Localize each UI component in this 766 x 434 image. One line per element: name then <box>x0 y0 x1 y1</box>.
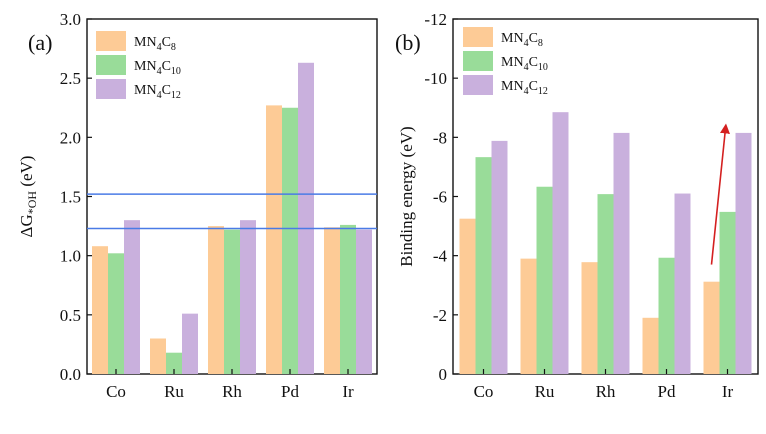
bar-a-rh-mn4c10 <box>224 229 240 374</box>
bar-a-co-mn4c8 <box>92 246 108 374</box>
bar-b-ru-mn4c8 <box>520 258 537 374</box>
legend-swatch <box>96 79 126 99</box>
x-tick-label: Ru <box>535 382 555 401</box>
y-axis-title: ΔG*OH (eV) <box>17 156 39 238</box>
y-tick-label: 0.5 <box>60 306 81 325</box>
y-tick-label: -4 <box>433 247 448 266</box>
y-tick-label: 3.0 <box>60 10 81 29</box>
bar-b-rh-mn4c8 <box>581 262 598 374</box>
y-tick-label: -8 <box>433 128 447 147</box>
x-tick-label: Pd <box>658 382 676 401</box>
legend-label: MN4C10 <box>134 59 181 77</box>
panel-b: 0 -2 -4 -6 -8 -10 -12 Co Ru Rh Pd Ir Binding energy … <box>395 10 759 401</box>
x-tick-label: Co <box>474 382 494 401</box>
bar-a-rh-mn4c8 <box>208 226 224 374</box>
y-axis-title: Binding energy (eV) <box>397 126 416 266</box>
bar-a-rh-mn4c12 <box>240 220 256 374</box>
legend-swatch <box>463 51 493 71</box>
x-tick-label: Co <box>106 382 126 401</box>
bar-b-ir-mn4c8 <box>703 281 720 374</box>
x-tick-label: Ru <box>164 382 184 401</box>
legend-label: MN4C8 <box>134 35 176 53</box>
bar-b-co-mn4c10 <box>475 157 492 374</box>
y-tick-label: 2.0 <box>60 128 81 147</box>
bar-a-ir-mn4c12 <box>356 229 372 374</box>
bar-a-pd-mn4c12 <box>298 62 314 375</box>
bar-a-co-mn4c10 <box>108 253 124 374</box>
legend-swatch <box>463 27 493 47</box>
y-tick-label: -6 <box>433 188 447 207</box>
bar-b-ru-mn4c12 <box>552 112 569 374</box>
legend-label: MN4C8 <box>501 31 543 49</box>
legend-label: MN4C12 <box>134 83 181 101</box>
bar-b-co-mn4c8 <box>459 218 476 374</box>
bar-a-pd-mn4c10 <box>282 107 298 374</box>
x-tick-label: Rh <box>596 382 616 401</box>
bar-b-pd-mn4c12 <box>674 193 691 374</box>
bar-a-ru-mn4c10 <box>166 352 182 374</box>
bar-b-pd-mn4c8 <box>642 317 659 374</box>
bar-a-pd-mn4c8 <box>266 105 282 374</box>
y-tick-label: -2 <box>433 306 447 325</box>
x-tick-label: Rh <box>222 382 242 401</box>
y-tick-label: 1.0 <box>60 247 81 266</box>
legend-swatch <box>96 55 126 75</box>
legend-swatch <box>463 75 493 95</box>
bar-a-ru-mn4c8 <box>150 338 166 374</box>
bar-b-rh-mn4c10 <box>597 194 614 374</box>
bar-b-ru-mn4c10 <box>536 186 553 374</box>
y-tick-label: 2.5 <box>60 69 81 88</box>
panel-label: (b) <box>395 30 421 55</box>
legend-label: MN4C12 <box>501 79 548 97</box>
legend-label: MN4C10 <box>501 55 548 73</box>
bar-a-ir-mn4c8 <box>324 227 340 374</box>
x-tick-label: Ir <box>342 382 354 401</box>
bar-b-ir-mn4c10 <box>719 211 736 374</box>
bar-a-ru-mn4c12 <box>182 313 198 374</box>
bar-a-ir-mn4c10 <box>340 224 356 374</box>
x-tick-label: Ir <box>722 382 734 401</box>
x-tick-label: Pd <box>281 382 299 401</box>
y-tick-label: 0.0 <box>60 365 81 384</box>
bar-b-co-mn4c12 <box>491 140 508 374</box>
trend-arrow <box>710 123 730 265</box>
y-tick-label: -10 <box>424 69 447 88</box>
y-tick-label: -12 <box>424 10 447 29</box>
panel-label: (a) <box>28 30 52 55</box>
bar-b-rh-mn4c12 <box>613 132 630 374</box>
bar-b-ir-mn4c12 <box>735 132 752 374</box>
y-tick-label: 1.5 <box>60 188 81 207</box>
legend-swatch <box>96 31 126 51</box>
panel-a: 0.0 0.5 1.0 1.5 2.0 2.5 3.0 Co Ru Rh Pd Ir ΔG*OH (eV… <box>17 10 378 401</box>
bar-b-pd-mn4c10 <box>658 257 675 374</box>
bar-a-co-mn4c12 <box>124 220 140 374</box>
y-tick-label: 0 <box>439 365 448 384</box>
